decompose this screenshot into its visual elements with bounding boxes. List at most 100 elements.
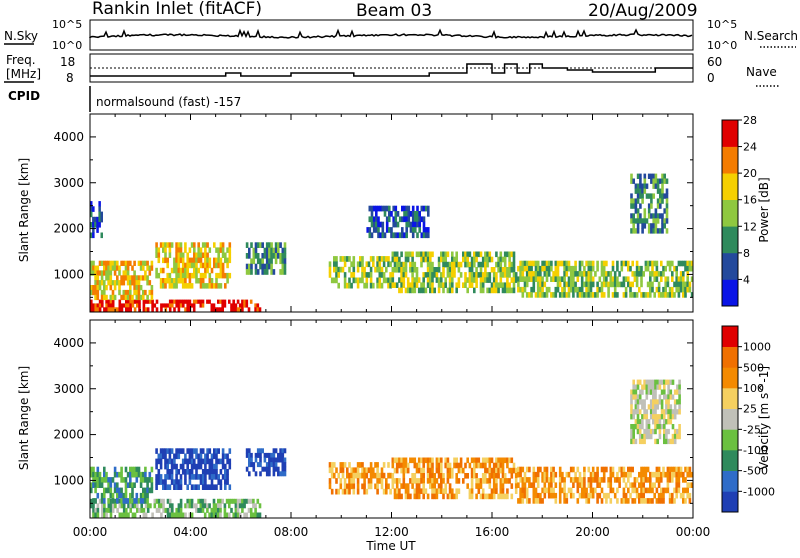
scatter-cell (217, 283, 220, 289)
scatter-cell (679, 276, 683, 282)
scatter-cell (175, 303, 178, 308)
scatter-cell (416, 211, 419, 217)
scatter-cell (451, 277, 454, 283)
scatter-cell (368, 227, 372, 233)
scatter-cell (446, 473, 450, 479)
scatter-cell (420, 261, 423, 268)
scatter-cell (113, 482, 117, 488)
scatter-cell (272, 253, 276, 259)
scatter-cell (413, 287, 417, 294)
scatter-cell (111, 280, 115, 286)
scatter-cell (569, 477, 573, 483)
scatter-cell (589, 471, 593, 478)
scatter-cell (567, 292, 571, 298)
scatter-cell (393, 282, 397, 288)
scatter-cell (501, 282, 505, 288)
scatter-cell (656, 438, 659, 445)
scatter-cell (219, 307, 222, 312)
scatter-cell (616, 276, 619, 282)
scatter-cell (391, 267, 395, 273)
scatter-cell (204, 484, 207, 490)
scatter-cell (572, 492, 575, 499)
scatter-cell (457, 277, 461, 283)
scatter-cell (668, 498, 672, 504)
scatter-cell (667, 389, 670, 395)
scatter-cell (643, 438, 646, 445)
scatter-cell (263, 452, 267, 458)
scatter-cell (137, 294, 141, 301)
scatter-cell (561, 471, 564, 478)
scatter-cell (228, 484, 232, 490)
scatter-cell (197, 299, 200, 304)
scatter-cell (652, 173, 655, 179)
scatter-cell (431, 277, 434, 283)
scatter-cell (387, 483, 390, 490)
scatter-cell (248, 253, 251, 259)
scatter-cell (624, 260, 628, 267)
scatter-cell (138, 303, 141, 308)
scatter-cell (356, 488, 360, 495)
scatter-cell (664, 265, 667, 272)
scatter-cell (181, 267, 185, 274)
scatter-cell (539, 276, 542, 282)
scatter-cell (576, 292, 580, 298)
scatter-cell (250, 457, 253, 463)
scatter-cell (636, 409, 640, 415)
scatter-cell (406, 287, 410, 294)
scatter-cell (453, 256, 456, 263)
scatter-cell (98, 201, 101, 207)
scatter-cell (481, 282, 485, 288)
scatter-cell (400, 277, 403, 283)
scatter-cell (558, 281, 562, 288)
scatter-cell (666, 471, 670, 478)
scatter-cell (519, 271, 522, 277)
scatter-cell (113, 280, 117, 286)
scatter-cell (618, 466, 621, 473)
scatter-cell (179, 299, 183, 304)
scatter-cell (602, 292, 606, 298)
scatter-cell (129, 471, 132, 478)
scatter-cell (184, 247, 187, 253)
scatter-cell (265, 269, 269, 275)
scatter-cell (206, 242, 209, 248)
scatter-cell (177, 267, 181, 274)
scatter-cell (249, 507, 253, 513)
scatter-cell (166, 272, 169, 279)
scatter-cell (671, 492, 674, 499)
scatter-cell (157, 498, 161, 504)
scatter-cell (124, 265, 128, 271)
scatter-cell (90, 289, 93, 296)
scatter-cell (684, 477, 687, 483)
scatter-cell (503, 261, 507, 268)
scatter-cell (451, 272, 454, 278)
scatter-cell (442, 282, 445, 288)
scatter-cell (190, 512, 194, 518)
scatter-cell (113, 285, 117, 291)
scatter-cell (611, 487, 615, 494)
scatter-cell (486, 277, 489, 283)
scatter-cell (376, 472, 379, 479)
scatter-cell (382, 272, 386, 278)
scatter-cell (135, 289, 139, 296)
scatter-cell (643, 409, 646, 415)
scatter-cell (536, 492, 540, 499)
scatter-cell (96, 216, 99, 223)
scatter-cell (658, 433, 662, 440)
scatter-cell (665, 218, 669, 224)
scatter-cell (666, 487, 670, 494)
scatter-cell (641, 193, 644, 199)
scatter-cell (420, 282, 423, 288)
scatter-cell (550, 265, 553, 272)
scatter-cell (602, 276, 606, 282)
scatter-cell (248, 457, 251, 463)
scatter-cell (162, 303, 165, 308)
scatter-cell (678, 384, 681, 390)
scatter-cell (122, 270, 126, 276)
scatter-cell (652, 394, 655, 400)
scatter-cell (215, 484, 218, 490)
scatter-cell (250, 263, 253, 270)
scatter-cell (649, 260, 652, 267)
scatter-cell (111, 260, 115, 266)
scatter-cell (136, 303, 139, 308)
scatter-cell (387, 282, 390, 289)
